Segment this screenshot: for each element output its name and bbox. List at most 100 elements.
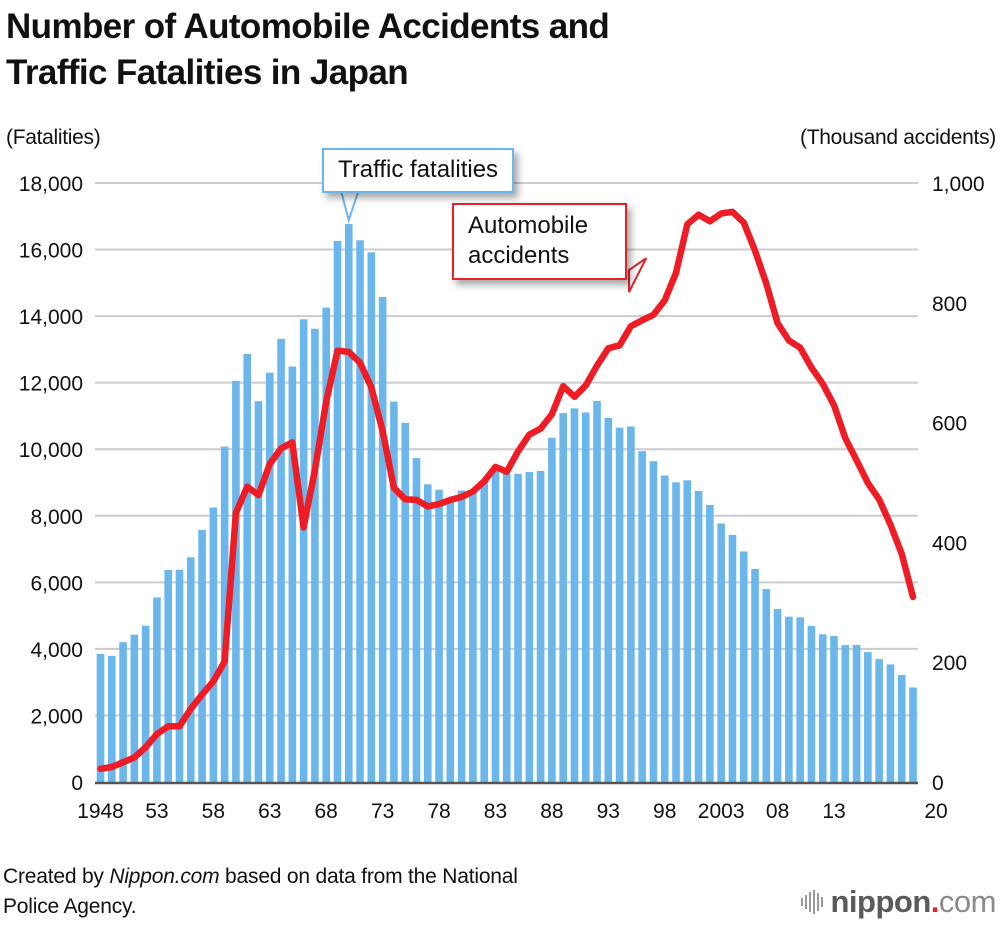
bar-1967 [311, 328, 319, 782]
bar-1955 [175, 569, 184, 782]
callout-accidents-text-line2: accidents [468, 242, 570, 269]
accidents-line [97, 208, 917, 773]
bar-2014 [841, 645, 850, 782]
bar-1982 [480, 480, 488, 782]
chart-title: Number of Automobile Accidents and Traff… [6, 4, 766, 96]
right-tick-label: 0 [932, 772, 944, 795]
x-tick-label: 13 [822, 800, 845, 823]
bar-1966 [299, 319, 308, 782]
left-tick-label: 4,000 [30, 639, 83, 662]
x-tick-label: 1948 [77, 800, 124, 823]
bar-1974 [390, 401, 398, 782]
bar-1979 [446, 500, 455, 782]
left-axis-ticks: 0 2,000 4,000 6,000 8,000 10,000 12,000 14,000 1… [19, 173, 83, 795]
left-axis-unit-label: (Fatalities) [6, 126, 101, 149]
bar-2001 [694, 490, 703, 782]
x-tick-label: 93 [597, 800, 620, 823]
bar-1981 [469, 491, 477, 782]
x-tick-label: 08 [766, 800, 789, 823]
right-tick-label: 200 [932, 652, 967, 675]
bar-1978 [435, 489, 443, 782]
bar-1964 [277, 338, 285, 782]
x-axis-ticks: 1948 53 58 63 68 73 78 83 88 93 98 2003 08 13 20 [77, 800, 948, 823]
bar-1975 [401, 422, 409, 782]
x-tick-label: 73 [371, 800, 394, 823]
logo-tld: com [938, 884, 997, 919]
bar-2020 [909, 687, 917, 782]
bar-2017 [875, 659, 883, 782]
bar-1962 [254, 401, 263, 782]
x-tick-label: 78 [427, 800, 450, 823]
bar-2018 [886, 664, 895, 782]
nippon-logo: nippon. com [800, 884, 997, 920]
bar-1983 [491, 465, 500, 782]
bar-2010 [796, 617, 804, 782]
x-tick-label: 83 [484, 800, 507, 823]
callout-accidents-text-line1: Automobile [468, 212, 589, 239]
source-suffix: based on data from the National [219, 865, 518, 888]
bar-1952 [141, 625, 150, 782]
bar-1990 [570, 408, 579, 782]
bar-1973 [378, 297, 387, 782]
accidents-callout-pointer [628, 257, 648, 293]
callout-traffic-fatalities-text: Traffic fatalities [338, 156, 499, 183]
bar-2019 [897, 675, 906, 782]
bar-1950 [119, 642, 127, 782]
callout-traffic-fatalities: Traffic fatalities [322, 148, 515, 193]
bar-1948 [96, 653, 105, 782]
bar-2016 [864, 652, 872, 782]
title-line-1: Number of Automobile Accidents and [6, 7, 610, 46]
bar-1961 [243, 353, 252, 782]
right-tick-label: 800 [932, 293, 967, 316]
left-tick-label: 2,000 [30, 705, 83, 728]
bar-1996 [638, 451, 646, 782]
x-tick-label: 53 [145, 800, 168, 823]
right-axis-ticks: 0 200 400 600 800 1,000 [932, 173, 985, 795]
source-note: Created by Nippon.com based on data from… [3, 862, 518, 922]
bar-1987 [536, 470, 545, 782]
source-prefix: Created by [3, 865, 110, 888]
bar-1992 [593, 400, 601, 782]
bar-2006 [751, 568, 759, 782]
bar-1951 [130, 634, 139, 782]
bar-2007 [762, 589, 771, 782]
x-tick-label: 88 [540, 800, 563, 823]
bar-1968 [322, 307, 330, 782]
bar-1998 [660, 475, 669, 782]
source-line2: Police Agency. [3, 895, 137, 918]
x-tick-label: 98 [653, 800, 676, 823]
bar-1963 [265, 372, 274, 782]
bar-1995 [627, 426, 635, 782]
bar-1960 [232, 380, 240, 782]
bar-1989 [559, 413, 567, 782]
bar-1970 [344, 224, 353, 783]
x-tick-label: 68 [315, 800, 338, 823]
source-name: Nippon.com [109, 865, 220, 888]
x-tick-label: 58 [202, 800, 225, 823]
bar-1985 [514, 473, 522, 782]
bar-1956 [186, 557, 195, 782]
bar-1984 [502, 473, 511, 782]
left-tick-label: 0 [71, 772, 83, 795]
left-tick-label: 12,000 [19, 373, 83, 396]
right-tick-label: 600 [932, 413, 967, 436]
left-tick-label: 14,000 [19, 306, 83, 329]
logo-dot: . [930, 884, 940, 919]
bar-1965 [288, 366, 297, 782]
callout-automobile-accidents: Automobile accidents [452, 203, 627, 280]
bar-1954 [164, 569, 173, 782]
left-tick-label: 8,000 [30, 506, 83, 529]
right-tick-label: 400 [932, 532, 967, 555]
bar-1953 [153, 597, 161, 782]
fatalities-bars [96, 224, 917, 783]
bar-1959 [220, 446, 229, 782]
soundwave-icon [800, 890, 823, 914]
fatalities-callout-pointer [339, 189, 361, 224]
bar-1994 [615, 427, 624, 782]
bar-2008 [773, 609, 782, 782]
bar-1972 [367, 252, 376, 783]
bar-1976 [412, 458, 421, 782]
bar-2015 [852, 644, 861, 782]
bar-1988 [548, 437, 556, 782]
